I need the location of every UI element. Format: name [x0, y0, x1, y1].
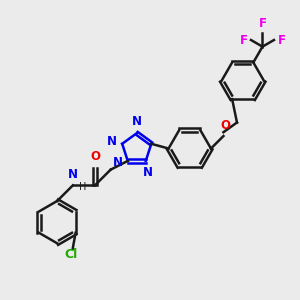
Text: N: N: [143, 166, 153, 179]
Text: O: O: [90, 150, 100, 163]
Text: O: O: [220, 119, 230, 132]
Text: H: H: [79, 182, 86, 192]
Text: Cl: Cl: [64, 248, 78, 261]
Text: F: F: [278, 34, 286, 46]
Text: F: F: [239, 34, 247, 46]
Text: N: N: [113, 156, 123, 169]
Text: N: N: [132, 115, 142, 128]
Text: N: N: [68, 168, 78, 181]
Text: F: F: [259, 17, 266, 30]
Text: N: N: [107, 135, 117, 148]
